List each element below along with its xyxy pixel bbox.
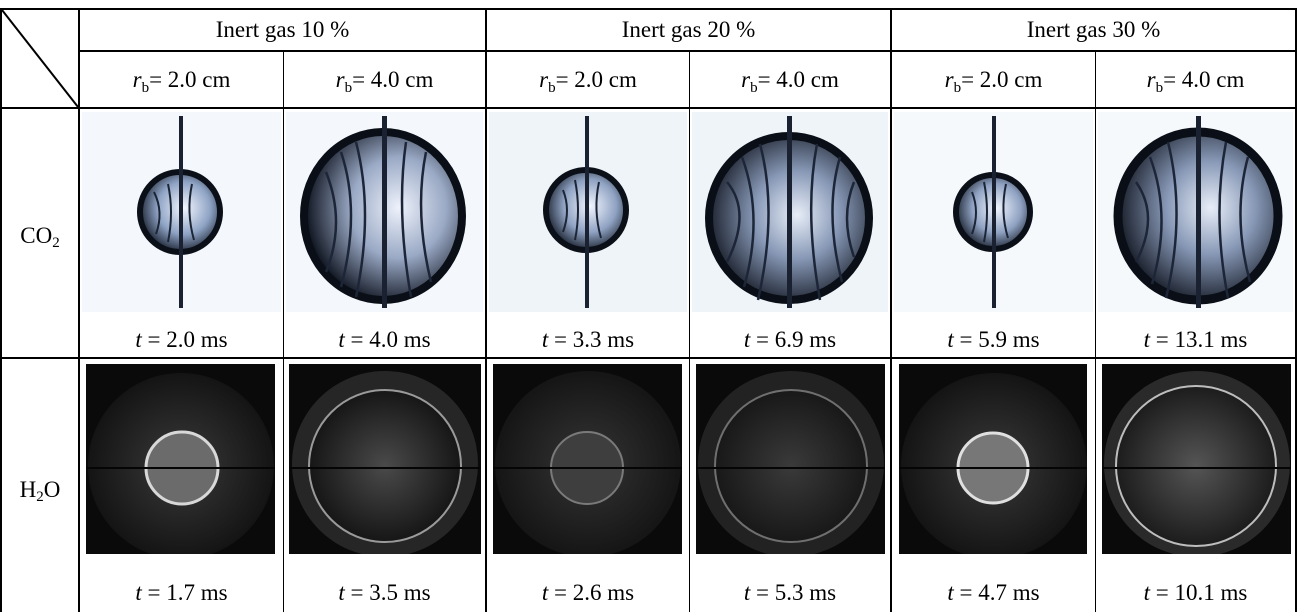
radius-value: = 4.0 cm xyxy=(757,67,839,92)
time-value: = 6.9 ms xyxy=(756,327,837,352)
time-value: = 4.7 ms xyxy=(959,580,1040,605)
time-symbol: t xyxy=(743,327,751,352)
time-symbol: t xyxy=(947,327,954,352)
co2-time-4: t = 6.9 ms xyxy=(690,326,890,354)
h2o-time-5: t = 4.7 ms xyxy=(892,579,1095,607)
radius-header-3: rb= 2.0 cm xyxy=(487,66,689,96)
time-symbol: t xyxy=(541,580,549,605)
line-group-1 xyxy=(485,8,487,612)
time-value: = 2.6 ms xyxy=(554,580,635,605)
h2o-image-5 xyxy=(899,364,1087,554)
radius-header-4: rb= 4.0 cm xyxy=(690,66,890,96)
h2o-image-1 xyxy=(86,364,275,554)
co2-image-1 xyxy=(82,112,281,312)
line-header-mid xyxy=(78,50,1296,52)
row-label-h2o: H2O xyxy=(2,476,78,505)
radius-subscript: b xyxy=(1155,80,1164,96)
radius-symbol: r xyxy=(335,67,345,92)
radius-header-1: rb= 2.0 cm xyxy=(80,66,283,96)
co2-image-3 xyxy=(489,112,687,312)
h2o-image-3 xyxy=(493,364,682,554)
radius-value: = 2.0 cm xyxy=(149,67,231,92)
h2o-time-3: t = 2.6 ms xyxy=(487,579,689,607)
radius-symbol: r xyxy=(944,67,954,92)
row-label-tail: O xyxy=(43,477,61,502)
time-value: = 3.3 ms xyxy=(554,327,635,352)
time-symbol: t xyxy=(743,580,751,605)
radius-subscript: b xyxy=(953,80,962,96)
radius-symbol: r xyxy=(132,67,142,92)
radius-header-2: rb= 4.0 cm xyxy=(284,66,485,96)
co2-time-5: t = 5.9 ms xyxy=(892,326,1095,354)
radius-subscript: b xyxy=(344,80,353,96)
time-symbol: t xyxy=(135,580,142,605)
co2-time-1: t = 2.0 ms xyxy=(80,326,283,354)
group-header-3: Inert gas 30 % xyxy=(1026,17,1161,42)
row-label-co2: CO2 xyxy=(2,222,78,251)
time-value: = 4.0 ms xyxy=(350,327,431,352)
time-value: = 13.1 ms xyxy=(1155,327,1248,352)
radius-subscript: b xyxy=(750,80,758,96)
group-header-2: Inert gas 20 % xyxy=(621,17,756,42)
row-label-sub: 2 xyxy=(52,235,60,251)
h2o-time-1: t = 1.7 ms xyxy=(80,579,283,607)
line-group-2 xyxy=(890,8,892,612)
time-value: = 2.0 ms xyxy=(147,327,228,352)
time-symbol: t xyxy=(541,327,549,352)
radius-value: = 4.0 cm xyxy=(352,67,434,92)
time-value: = 3.5 ms xyxy=(350,580,431,605)
co2-time-3: t = 3.3 ms xyxy=(487,326,689,354)
time-symbol: t xyxy=(338,327,345,352)
co2-time-6: t = 13.1 ms xyxy=(1096,326,1295,354)
radius-symbol: r xyxy=(1146,67,1156,92)
line-col-5 xyxy=(1095,50,1096,612)
co2-image-5 xyxy=(894,112,1093,312)
time-value: = 5.3 ms xyxy=(756,580,837,605)
radius-value: = 2.0 cm xyxy=(961,67,1043,92)
co2-image-2 xyxy=(286,112,483,312)
border-left xyxy=(0,8,2,612)
time-value: = 5.9 ms xyxy=(959,327,1040,352)
time-symbol: t xyxy=(1143,580,1151,605)
line-col-1 xyxy=(283,50,284,612)
line-col-3 xyxy=(689,50,690,612)
border-top xyxy=(0,8,1296,10)
row-label-main: CO xyxy=(20,223,53,248)
line-header-bottom xyxy=(0,107,1296,109)
corner-diagonal xyxy=(1,9,79,108)
time-value: = 10.1 ms xyxy=(1155,580,1248,605)
time-symbol: t xyxy=(135,327,142,352)
row-label-main: H xyxy=(19,477,37,502)
co2-image-4 xyxy=(692,112,888,312)
radius-header-6: rb= 4.0 cm xyxy=(1096,66,1295,96)
h2o-time-4: t = 5.3 ms xyxy=(690,579,890,607)
radius-value: = 4.0 cm xyxy=(1163,67,1245,92)
radius-symbol: r xyxy=(741,67,751,92)
radius-subscript: b xyxy=(548,80,556,96)
radius-symbol: r xyxy=(539,67,549,92)
co2-image-6 xyxy=(1098,112,1293,312)
h2o-image-2 xyxy=(289,364,481,554)
row-label-sub: 2 xyxy=(36,489,44,505)
radius-subscript: b xyxy=(141,80,150,96)
line-row-divider xyxy=(0,357,1296,359)
radius-header-5: rb= 2.0 cm xyxy=(892,66,1095,96)
co2-time-2: t = 4.0 ms xyxy=(284,326,485,354)
h2o-time-6: t = 10.1 ms xyxy=(1096,579,1295,607)
h2o-time-2: t = 3.5 ms xyxy=(284,579,485,607)
group-header-1: Inert gas 10 % xyxy=(215,17,350,42)
time-symbol: t xyxy=(947,580,954,605)
radius-value: = 2.0 cm xyxy=(555,67,637,92)
h2o-image-4 xyxy=(696,364,885,554)
h2o-image-6 xyxy=(1102,364,1291,554)
time-symbol: t xyxy=(1143,327,1151,352)
line-col-label xyxy=(78,8,80,612)
time-value: = 1.7 ms xyxy=(147,580,228,605)
border-right xyxy=(1295,8,1297,612)
time-symbol: t xyxy=(338,580,345,605)
